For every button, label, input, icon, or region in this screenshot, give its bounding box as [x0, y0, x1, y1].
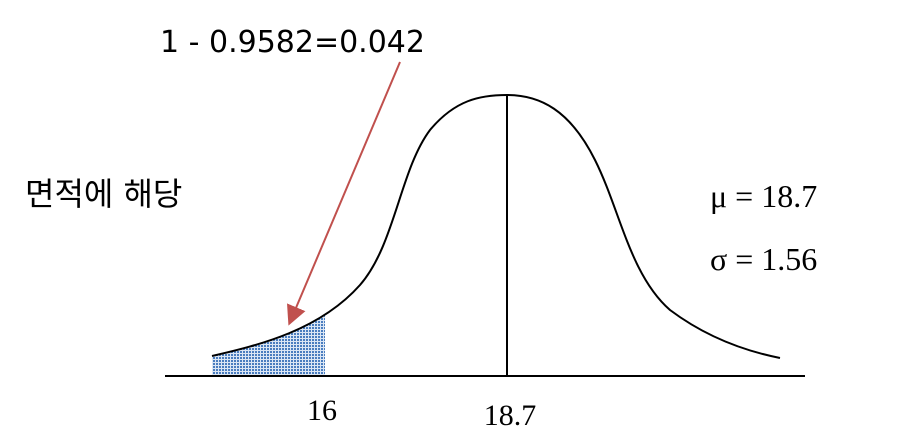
axis-label: 18.7 — [484, 399, 537, 432]
mu-label: μ = 18.7 — [710, 178, 817, 214]
sigma-label: σ = 1.56 — [710, 241, 817, 277]
arrow — [287, 61, 401, 326]
area-label: 면적에 해당 — [25, 175, 182, 213]
axis-label: 16 — [307, 394, 337, 427]
normal-curve — [211, 93, 781, 359]
annotation: 1 - 0.9582=0.042 — [160, 25, 425, 60]
